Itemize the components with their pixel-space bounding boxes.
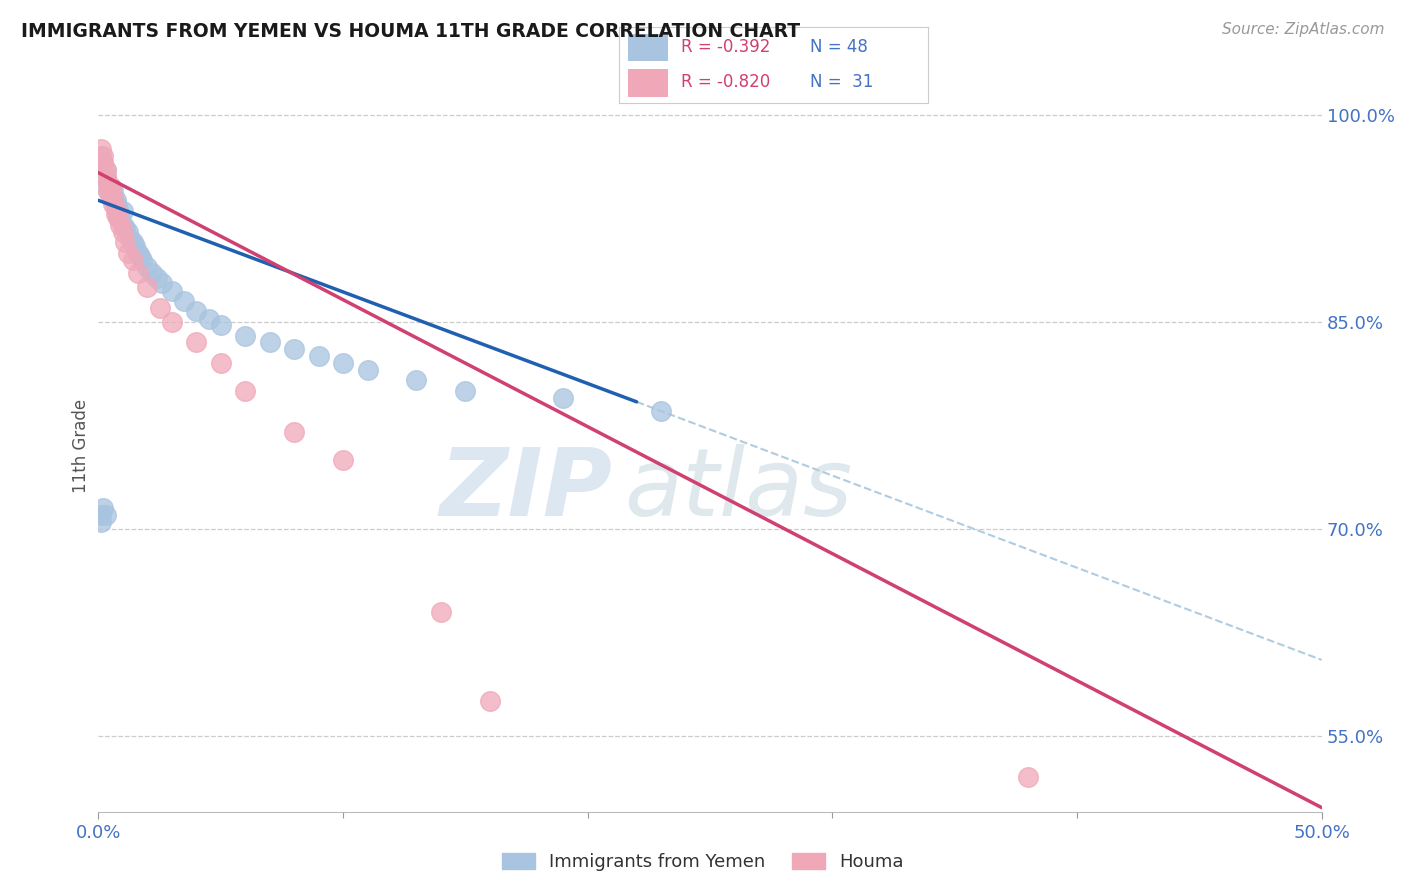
Point (160, 315, 183, 329)
Point (107, 202, 129, 216)
Text: IMMIGRANTS FROM YEMEN VS HOUMA 11TH GRADE CORRELATION CHART: IMMIGRANTS FROM YEMEN VS HOUMA 11TH GRAD… (21, 22, 800, 41)
Point (131, 252, 153, 267)
Point (94, 163, 117, 178)
Point (104, 194, 127, 208)
Point (114, 235, 136, 249)
Point (1017, 770, 1039, 784)
Point (91, 156, 114, 170)
FancyBboxPatch shape (628, 70, 668, 96)
Point (127, 267, 149, 281)
Point (146, 270, 169, 285)
Point (111, 204, 134, 219)
Text: atlas: atlas (624, 444, 852, 535)
FancyBboxPatch shape (628, 34, 668, 61)
Text: R = -0.392: R = -0.392 (681, 38, 770, 56)
Point (186, 335, 208, 350)
Point (553, 391, 575, 405)
Point (111, 218, 134, 232)
Point (114, 221, 136, 235)
Point (430, 605, 453, 619)
Point (120, 232, 142, 246)
Point (209, 318, 232, 332)
Point (650, 404, 672, 418)
Point (101, 197, 124, 211)
Point (186, 303, 208, 318)
Point (97, 177, 120, 191)
Point (209, 356, 232, 370)
Point (101, 191, 124, 205)
Point (127, 245, 149, 260)
Point (94, 163, 117, 178)
Point (91, 501, 114, 516)
Point (283, 343, 305, 357)
Point (121, 235, 143, 249)
Point (259, 335, 281, 350)
Text: N = 48: N = 48 (810, 38, 869, 56)
Point (97, 184, 120, 198)
Point (149, 301, 172, 315)
Point (308, 349, 330, 363)
Point (94, 508, 117, 522)
Point (97, 184, 120, 198)
Point (100, 187, 122, 202)
Point (160, 285, 183, 299)
Point (104, 202, 127, 216)
Point (111, 225, 134, 239)
Point (104, 207, 127, 221)
Point (90, 508, 112, 522)
Point (117, 245, 139, 260)
Point (283, 425, 305, 440)
Point (104, 197, 127, 211)
Point (110, 211, 132, 226)
Point (101, 184, 124, 198)
Point (110, 218, 132, 232)
Y-axis label: 11th Grade: 11th Grade (72, 399, 90, 493)
Point (332, 452, 354, 467)
Point (90, 515, 112, 529)
Point (94, 169, 117, 184)
Point (129, 248, 152, 262)
Point (332, 356, 354, 370)
Point (233, 328, 256, 343)
Point (100, 179, 122, 194)
Point (91, 156, 114, 170)
Point (97, 177, 120, 191)
Point (136, 260, 159, 274)
Point (101, 191, 124, 205)
Point (136, 280, 159, 294)
Point (454, 384, 477, 398)
Point (173, 294, 195, 309)
Text: ZIP: ZIP (439, 444, 612, 536)
Point (91, 149, 114, 163)
Point (356, 363, 378, 377)
Point (141, 267, 163, 281)
Point (478, 694, 501, 708)
Point (94, 169, 117, 184)
Point (121, 252, 143, 267)
Point (90, 142, 112, 156)
Text: N =  31: N = 31 (810, 73, 873, 91)
Point (90, 149, 112, 163)
Point (197, 312, 219, 326)
Point (124, 239, 146, 253)
Point (100, 179, 122, 194)
Point (107, 211, 129, 226)
Point (233, 384, 256, 398)
Point (107, 207, 129, 221)
Text: Source: ZipAtlas.com: Source: ZipAtlas.com (1222, 22, 1385, 37)
Point (117, 225, 139, 239)
Point (100, 187, 122, 202)
Text: R = -0.820: R = -0.820 (681, 73, 769, 91)
Point (405, 373, 427, 387)
Point (150, 276, 173, 290)
Legend: Immigrants from Yemen, Houma: Immigrants from Yemen, Houma (495, 846, 911, 879)
